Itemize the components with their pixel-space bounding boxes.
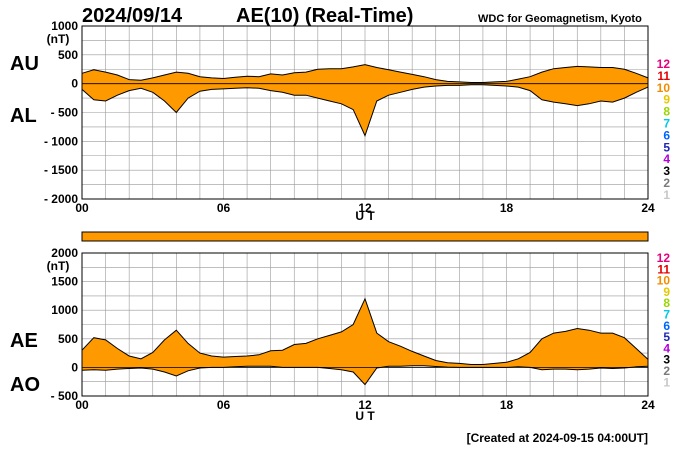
ae-ao-area <box>82 298 648 385</box>
legend-item: 4 <box>663 152 670 166</box>
legend-item: 1 <box>663 188 670 202</box>
date-title: 2024/09/14 <box>82 5 183 27</box>
au-al-area <box>82 64 648 136</box>
ae-label: AE <box>10 330 38 352</box>
legend-item: 8 <box>663 296 670 310</box>
y-tick-label: - 500 <box>51 389 79 403</box>
panel-au-al-units: (nT) <box>47 32 70 46</box>
ae-series-line <box>81 297 649 365</box>
x-tick-label: 06 <box>217 201 231 215</box>
legend-item: 6 <box>663 128 670 142</box>
ao-label: AO <box>10 374 40 396</box>
legend-item: 7 <box>663 308 670 322</box>
legend-item: 5 <box>663 330 670 344</box>
created-timestamp: [Created at 2024-09-15 04:00UT] <box>467 431 648 445</box>
x-tick-label: 24 <box>641 201 655 215</box>
source-label: WDC for Geomagnetism, Kyoto <box>478 13 642 25</box>
panel-ae-ao-xlabel: U T <box>355 409 375 423</box>
x-tick-label: 12 <box>358 398 372 412</box>
legend-item: 10 <box>657 274 671 288</box>
y-tick-label: - 500 <box>51 106 79 120</box>
panel-au-al-y-ticks: 1000 500 0 - 500 - 1000 - 1500 - 2000 <box>44 19 78 206</box>
x-tick-label: 00 <box>75 398 89 412</box>
panel-au-al-xlabel: U T <box>355 209 375 223</box>
legend-item: 8 <box>663 105 670 119</box>
x-tick-label: 18 <box>500 398 514 412</box>
legend-item: 3 <box>663 164 670 178</box>
legend-item: 2 <box>663 364 670 378</box>
y-tick-label: 1000 <box>51 303 78 317</box>
index-title: AE(10) (Real-Time) <box>236 5 413 27</box>
x-tick-label: 06 <box>217 398 231 412</box>
panel-ae-ao-x-ticks: 00 06 12 18 24 <box>75 398 655 412</box>
legend-item: 6 <box>663 319 670 333</box>
panel-au-al-frame <box>81 25 649 200</box>
y-tick-label: - 1000 <box>44 134 78 148</box>
legend-item: 1 <box>663 375 670 389</box>
x-tick-label: 24 <box>641 398 655 412</box>
legend-item: 9 <box>663 285 670 299</box>
legend-item: 7 <box>663 117 670 131</box>
y-tick-label: 1500 <box>51 275 78 289</box>
y-tick-label: 0 <box>71 360 78 374</box>
x-tick-label: 18 <box>500 201 514 215</box>
y-tick-label: - 1500 <box>44 163 78 177</box>
y-tick-label: 1000 <box>51 19 78 33</box>
panel-au-al-x-ticks: 00 06 12 18 24 <box>75 201 655 215</box>
legend-item: 9 <box>663 93 670 107</box>
legend-item: 4 <box>663 341 670 355</box>
x-tick-label: 00 <box>75 201 89 215</box>
data-status-bar <box>81 231 649 242</box>
au-label: AU <box>10 53 39 75</box>
y-tick-label: 500 <box>58 332 78 346</box>
legend-item: 5 <box>663 140 670 154</box>
y-tick-label: 0 <box>71 77 78 91</box>
panel-ae-ao-units: (nT) <box>47 259 70 273</box>
legend-item: 12 <box>657 57 671 71</box>
legend-item: 10 <box>657 81 671 95</box>
panel-ae-ao-y-ticks: 2000 1500 1000 500 0 - 500 <box>51 246 79 403</box>
y-tick-label: 2000 <box>51 246 78 260</box>
al-label: AL <box>10 105 37 127</box>
legend-item: 2 <box>663 176 670 190</box>
panel-ae-ao-frame <box>81 252 649 397</box>
al-series-line <box>81 84 649 137</box>
y-tick-label: 500 <box>58 48 78 62</box>
legend-item: 12 <box>657 251 671 265</box>
legend-item: 3 <box>663 353 670 367</box>
y-tick-label: - 2000 <box>44 192 78 206</box>
x-tick-label: 12 <box>358 201 372 215</box>
legend-item: 11 <box>657 69 670 83</box>
ao-series-line <box>81 365 649 386</box>
au-series-line <box>81 64 649 83</box>
legend-item: 11 <box>657 262 670 276</box>
